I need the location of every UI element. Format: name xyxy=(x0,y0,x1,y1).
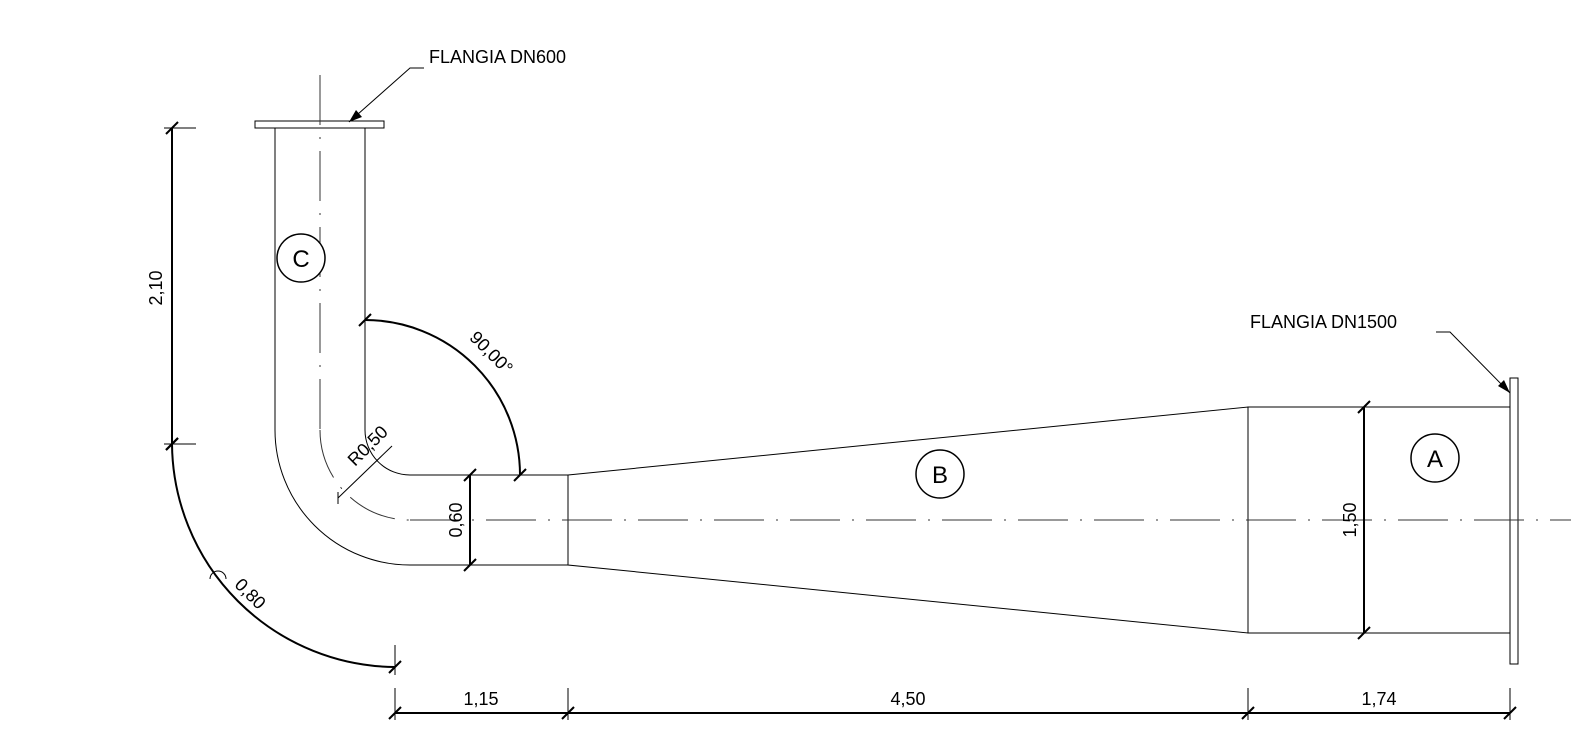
section-c-elbow xyxy=(274,127,569,566)
dimension-small-diameter: 0,60 xyxy=(446,468,477,572)
svg-text:R0,50: R0,50 xyxy=(344,422,392,470)
dimension-inner-radius: R0,50 xyxy=(337,422,393,504)
svg-text:A: A xyxy=(1427,446,1443,473)
dimension-bottom-chain: 1,15 4,50 1,74 xyxy=(388,688,1517,720)
leader-right-flange: FLANGIA DN1500 xyxy=(1250,312,1511,394)
dimension-outer-radius: 0,80 xyxy=(165,437,402,675)
svg-text:FLANGIA DN600: FLANGIA DN600 xyxy=(429,47,566,67)
length-c-text: 1,15 xyxy=(463,689,498,709)
svg-text:90,00°: 90,00° xyxy=(466,327,517,378)
svg-text:C: C xyxy=(292,246,309,273)
dimension-vertical-height: 2,10 xyxy=(146,121,196,451)
section-c-tag: C xyxy=(276,233,326,283)
svg-text:2,10: 2,10 xyxy=(146,270,166,305)
dimension-angle: 90,00° xyxy=(358,313,527,482)
leader-top-flange: FLANGIA DN600 xyxy=(348,47,566,123)
length-b-text: 4,50 xyxy=(890,689,925,709)
svg-text:1,50: 1,50 xyxy=(1340,502,1360,537)
svg-text:B: B xyxy=(932,462,948,489)
dimension-large-diameter: 1,50 xyxy=(1340,400,1371,640)
svg-text:0,60: 0,60 xyxy=(446,502,466,537)
section-b-tag: B xyxy=(915,449,965,499)
svg-text:0,80: 0,80 xyxy=(231,574,270,613)
flange-right xyxy=(1509,377,1519,665)
centerline-elbow xyxy=(319,429,411,521)
svg-text:FLANGIA DN1500: FLANGIA DN1500 xyxy=(1250,312,1397,332)
section-a-tag: A xyxy=(1410,433,1460,483)
length-a-text: 1,74 xyxy=(1361,689,1396,709)
